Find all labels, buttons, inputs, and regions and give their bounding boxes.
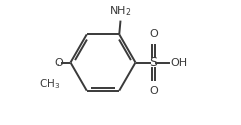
Text: CH$_3$: CH$_3$ (39, 77, 60, 91)
Text: NH$_2$: NH$_2$ (109, 4, 132, 18)
Text: OH: OH (170, 58, 188, 68)
Text: O: O (149, 29, 158, 39)
Text: S: S (150, 56, 158, 69)
Text: O: O (149, 86, 158, 96)
Text: O: O (55, 58, 64, 68)
